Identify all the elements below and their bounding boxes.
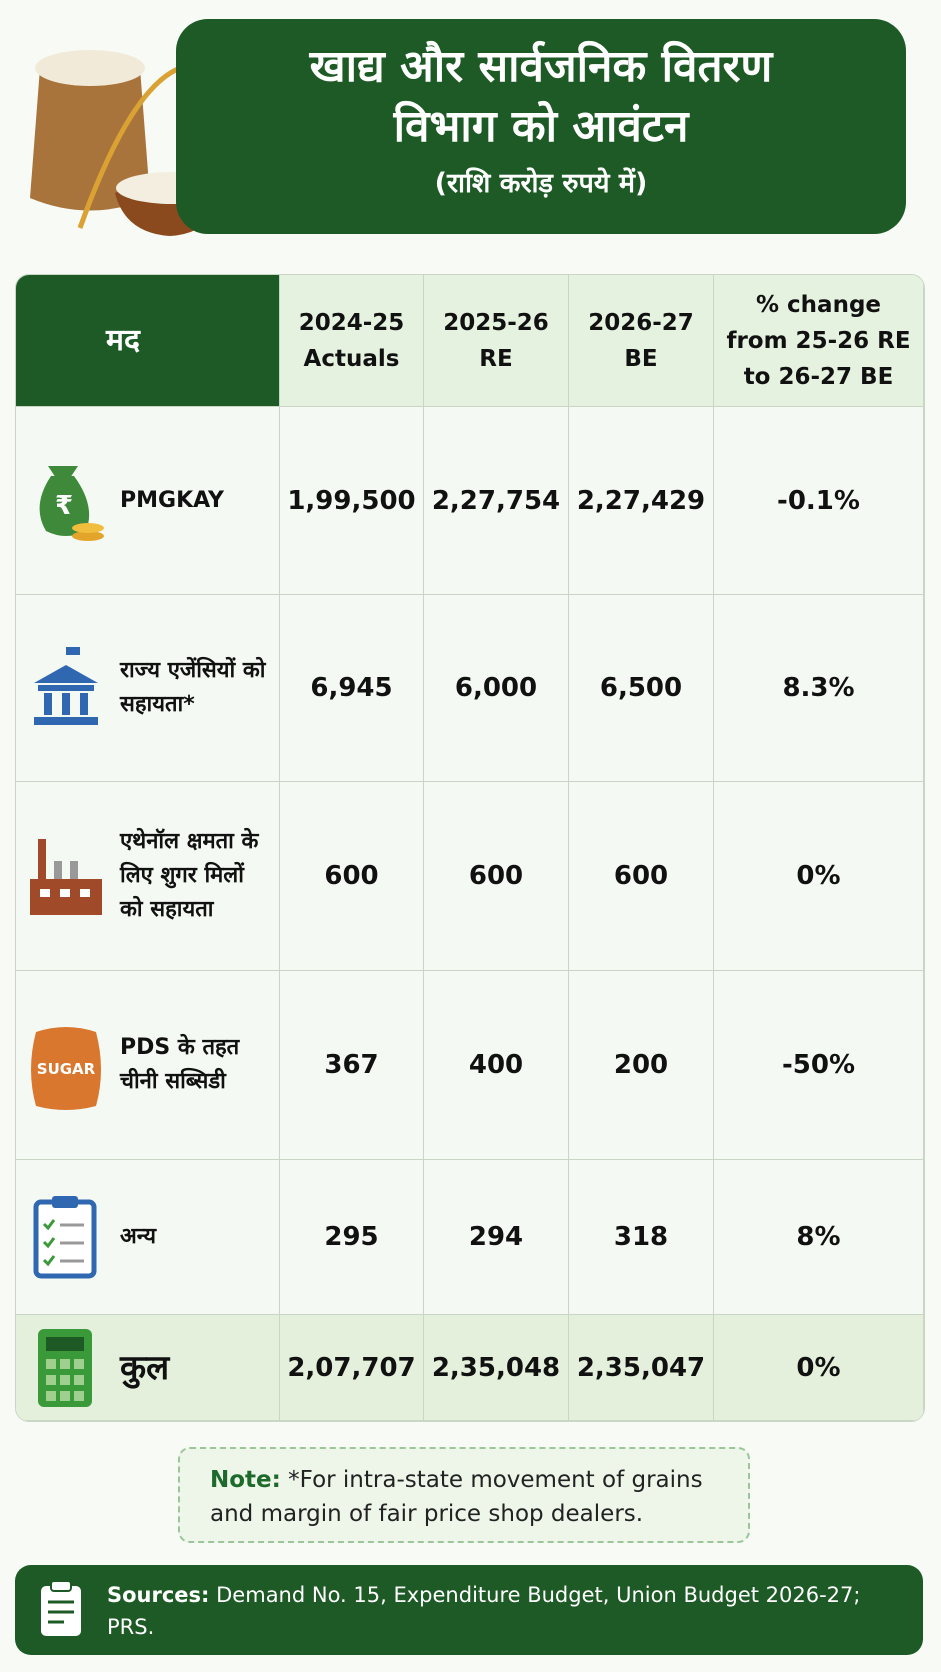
cell-value: 2,27,754	[424, 407, 569, 595]
cell-value-text: 200	[613, 1050, 669, 1080]
cell-value: 600	[280, 782, 424, 971]
cell-value: 318	[569, 1160, 714, 1315]
cell-value-text: 0%	[796, 1352, 841, 1383]
cell-value: 400	[424, 971, 569, 1160]
cell-value: 6,500	[569, 595, 714, 782]
cell-value-text: 8.3%	[782, 673, 855, 703]
cell-value: -0.1%	[714, 407, 924, 595]
cell-value-text: 600	[324, 861, 379, 891]
cell-value-text: 294	[468, 1222, 524, 1252]
cell-value: 600	[569, 782, 714, 971]
column-header-text: मद	[106, 322, 140, 358]
cell-value: 8%	[714, 1160, 924, 1315]
row-label-text: कुल	[120, 1347, 170, 1388]
allocation-table: मद 2024-25 Actuals 2025-26 RE 2026-27 BE % c…	[15, 274, 925, 1422]
row-label: ₹ PMGKAY	[16, 407, 280, 595]
cell-value: 0%	[714, 782, 924, 971]
cell-value-text: 2,35,048	[431, 1352, 561, 1383]
cell-value: 600	[424, 782, 569, 971]
cell-value: 8.3%	[714, 595, 924, 782]
note: Note: *For intra-state movement of grain…	[178, 1447, 750, 1543]
cell-value-text: 295	[324, 1222, 379, 1252]
cell-value-text: 0%	[796, 861, 841, 891]
row-icon: SUGAR	[31, 1027, 101, 1110]
cell-value-text: -0.1%	[777, 485, 860, 516]
cell-value: 2,27,429	[569, 407, 714, 595]
row-icon	[33, 1196, 97, 1279]
column-header-text: % change from 25-26 RE to 26-27 BE	[726, 291, 911, 390]
title-line: खाद्य और सार्वजनिक वितरण	[309, 41, 773, 92]
column-header: 2024-25 Actuals	[280, 275, 424, 407]
row-icon	[38, 1328, 92, 1407]
row-label-text: PMGKAY	[120, 487, 224, 513]
cell-value-text: 400	[468, 1050, 524, 1080]
cell-value: 367	[280, 971, 424, 1160]
cell-value: 294	[424, 1160, 569, 1315]
cell-value-text: 1,99,500	[287, 485, 416, 516]
icon-label: SUGAR	[37, 1060, 96, 1078]
row-label: एथेनॉल क्षमता के लिए शुगर मिलों को सहायत…	[16, 782, 280, 971]
column-header: 2025-26 RE	[424, 275, 569, 407]
row-icon: ₹	[39, 465, 104, 541]
cell-value-text: 6,945	[310, 673, 393, 703]
column-header-text: 2025-26 RE	[443, 309, 549, 372]
cell-value: -50%	[714, 971, 924, 1160]
column-header-text: 2024-25 Actuals	[298, 309, 405, 372]
row-label: राज्य एजेंसियों को सहायता*	[16, 595, 280, 782]
column-header: 2026-27 BE	[569, 275, 714, 407]
cell-value-text: 2,27,429	[576, 485, 706, 516]
cell-value: 295	[280, 1160, 424, 1315]
column-header-text: 2026-27 BE	[588, 309, 694, 372]
cell-value: 2,35,047	[569, 1315, 714, 1421]
row-label-text: राज्य एजेंसियों को सहायता*	[120, 658, 266, 717]
cell-value: 2,07,707	[280, 1315, 424, 1421]
cell-value-text: 600	[468, 861, 524, 891]
cell-value-text: 2,07,707	[287, 1352, 416, 1383]
sources: Sources: Demand No. 15, Expenditure Budg…	[15, 1565, 923, 1655]
cell-value: 200	[569, 971, 714, 1160]
row-label: अन्य	[16, 1160, 280, 1315]
row-icon	[30, 839, 102, 915]
subtitle: (राशि करोड़ रुपये में)	[434, 168, 648, 199]
row-label-text: अन्य	[120, 1224, 157, 1249]
column-header: % change from 25-26 RE to 26-27 BE	[714, 275, 924, 407]
cell-value: 2,35,048	[424, 1315, 569, 1421]
clipboard-icon	[41, 1580, 81, 1636]
cell-value: 6,000	[424, 595, 569, 782]
row-label: कुल	[16, 1315, 280, 1421]
cell-value-text: 600	[613, 861, 669, 891]
icon-label: ₹	[55, 491, 73, 521]
cell-value-text: 318	[613, 1222, 669, 1252]
note-text: *For intra-state movement of grains and …	[210, 1467, 703, 1527]
title-line: विभाग को आवंटन	[393, 101, 689, 152]
row-icon	[34, 647, 98, 725]
title-banner: खाद्य और सार्वजनिक वितरण विभाग को आवंटन …	[176, 19, 906, 234]
cell-value-text: 6,500	[599, 673, 683, 703]
note-label: Note:	[210, 1467, 281, 1493]
rice-illustration	[30, 50, 196, 236]
cell-value-text: 6,000	[454, 673, 538, 703]
column-header: मद	[16, 275, 280, 407]
cell-value: 0%	[714, 1315, 924, 1421]
sources-text: Demand No. 15, Expenditure Budget, Union…	[107, 1583, 861, 1639]
cell-value-text: -50%	[781, 1050, 856, 1080]
row-label-text: एथेनॉल क्षमता के लिए शुगर मिलों को सहायत…	[120, 829, 259, 922]
cell-value: 1,99,500	[280, 407, 424, 595]
row-label: SUGAR PDS के तहत चीनी सब्सिडी	[16, 971, 280, 1160]
sources-label: Sources:	[107, 1583, 210, 1607]
row-label-text: PDS के तहत चीनी सब्सिडी	[120, 1035, 240, 1094]
cell-value: 6,945	[280, 595, 424, 782]
cell-value-text: 8%	[796, 1222, 841, 1252]
cell-value-text: 367	[324, 1050, 379, 1080]
cell-value-text: 2,27,754	[431, 485, 561, 516]
cell-value-text: 2,35,047	[576, 1352, 706, 1383]
